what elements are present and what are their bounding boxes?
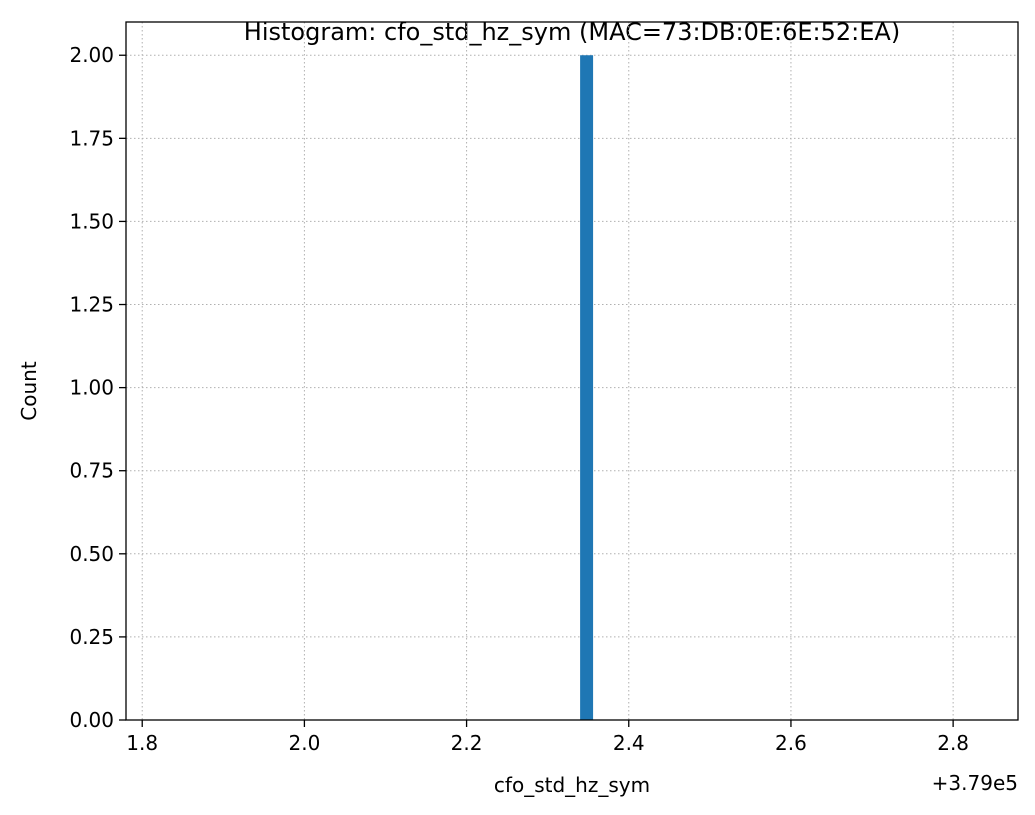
y-tick-label: 0.25 <box>69 625 114 649</box>
y-tick-label: 0.75 <box>69 459 114 483</box>
y-tick-label: 1.50 <box>69 209 114 233</box>
x-tick-label: 2.8 <box>937 731 969 755</box>
y-tick-label: 1.75 <box>69 126 114 150</box>
grid-lines <box>126 22 1018 721</box>
x-tick-label: 2.2 <box>451 731 483 755</box>
x-ticks: 1.8 2.0 2.2 2.4 2.6 2.8 <box>126 720 969 755</box>
x-tick-label: 1.8 <box>126 731 158 755</box>
x-tick-label: 2.0 <box>288 731 320 755</box>
y-tick-label: 1.25 <box>69 293 114 317</box>
y-ticks: 0.00 0.25 0.50 0.75 1.00 1.25 1.50 1.75 2.00 <box>69 43 126 732</box>
y-tick-label: 1.00 <box>69 376 114 400</box>
x-tick-label: 2.6 <box>775 731 807 755</box>
plot-frame <box>125 21 1019 721</box>
y-tick-label: 2.00 <box>69 43 114 67</box>
y-tick-label: 0.50 <box>69 542 114 566</box>
bars <box>580 55 594 720</box>
histogram-bar <box>580 55 594 720</box>
y-axis-label: Count <box>17 361 41 421</box>
x-offset-label: +3.79e5 <box>932 771 1018 795</box>
x-tick-label: 2.4 <box>613 731 645 755</box>
x-axis-label: cfo_std_hz_sym <box>494 773 650 797</box>
y-tick-label: 0.00 <box>69 708 114 732</box>
